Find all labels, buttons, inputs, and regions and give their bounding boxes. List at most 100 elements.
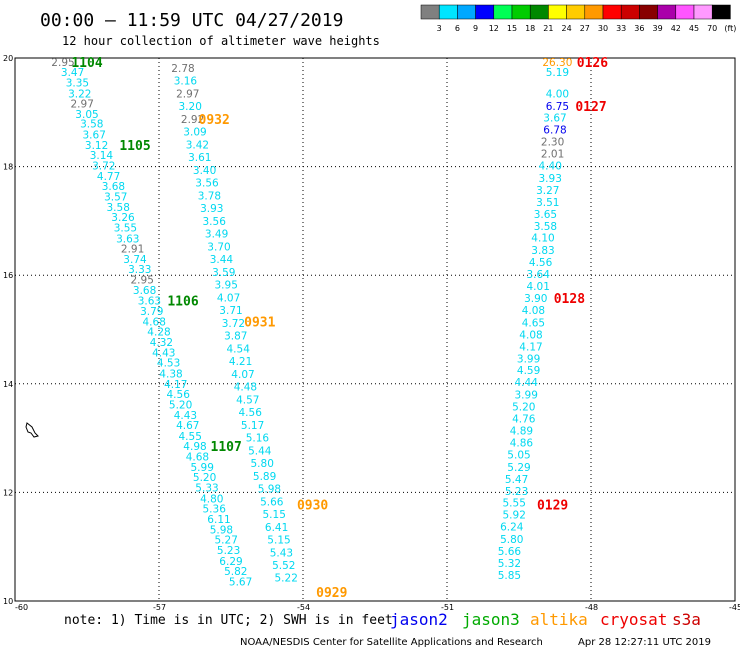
swh-value-label: 5.19 bbox=[546, 67, 569, 79]
swh-value-label: 4.59 bbox=[517, 365, 540, 377]
swh-value-label: 4.65 bbox=[522, 317, 545, 329]
swh-value-label: 4.32 bbox=[150, 337, 173, 349]
swh-value-label: 5.20 bbox=[512, 402, 535, 414]
swh-value-label: 3.49 bbox=[205, 228, 228, 240]
pass-label: 0932 bbox=[199, 113, 230, 128]
colorbar-label: 27 bbox=[580, 24, 590, 33]
swh-value-label: 3.55 bbox=[114, 222, 137, 234]
swh-value-label: 3.35 bbox=[66, 77, 89, 89]
y-tick-label: 16 bbox=[3, 271, 13, 280]
y-tick-label: 14 bbox=[3, 380, 13, 389]
x-tick-label: -57 bbox=[153, 603, 166, 612]
swh-value-label: 6.78 bbox=[543, 125, 566, 137]
colorbar-label: 70 bbox=[707, 24, 717, 33]
colorbar-swatch bbox=[620, 4, 640, 20]
swh-value-label: 3.63 bbox=[116, 233, 139, 245]
pass-label: 0127 bbox=[575, 100, 606, 115]
swh-value-label: 4.56 bbox=[239, 407, 263, 419]
pass-label: 1107 bbox=[211, 440, 242, 455]
swh-value-label: 4.48 bbox=[234, 382, 257, 394]
colorbar-label: 9 bbox=[473, 24, 478, 33]
swh-value-label: 5.43 bbox=[270, 548, 293, 560]
swh-value-label: 3.05 bbox=[75, 109, 98, 121]
satellite-jason2: jason2 bbox=[390, 610, 448, 629]
colorbar-swatch bbox=[548, 4, 567, 20]
colorbar-swatch bbox=[693, 4, 713, 20]
colorbar-swatch bbox=[529, 4, 549, 20]
colorbar-swatch bbox=[420, 4, 440, 20]
x-tick-label: -45 bbox=[729, 603, 740, 612]
swh-value-label: 6.41 bbox=[265, 522, 288, 534]
swh-value-label: 3.65 bbox=[534, 209, 557, 221]
satellite-jason3: jason3 bbox=[462, 610, 520, 629]
swh-value-label: 5.98 bbox=[210, 524, 233, 536]
swh-value-label: 3.67 bbox=[543, 113, 566, 125]
colorbar-swatch bbox=[675, 4, 695, 20]
colorbar-label: 33 bbox=[616, 24, 626, 33]
swh-value-label: 5.80 bbox=[251, 458, 274, 470]
swh-value-label: 6.29 bbox=[219, 556, 242, 568]
x-tick-label: -51 bbox=[441, 603, 454, 612]
colorbar-swatch bbox=[602, 4, 622, 20]
footer-timestamp: Apr 28 12:27:11 UTC 2019 bbox=[578, 637, 711, 648]
swh-value-label: 6.75 bbox=[546, 101, 569, 113]
swh-value-label: 4.89 bbox=[510, 425, 533, 437]
swh-value-label: 4.86 bbox=[510, 437, 534, 449]
swh-value-label: 3.93 bbox=[200, 203, 223, 215]
swh-value-label: 4.68 bbox=[186, 452, 209, 464]
swh-value-label: 4.54 bbox=[227, 344, 251, 356]
swh-value-label: 4.67 bbox=[176, 420, 199, 432]
swh-value-label: 3.78 bbox=[198, 190, 221, 202]
colorbar-swatch bbox=[711, 4, 731, 20]
swh-value-label: 3.59 bbox=[212, 267, 235, 279]
colorbar-label: 12 bbox=[489, 24, 499, 33]
swh-value-label: 3.74 bbox=[123, 254, 147, 266]
swh-value-label: 5.67 bbox=[229, 576, 252, 588]
swh-value-label: 3.56 bbox=[195, 177, 219, 189]
swh-value-label: 4.68 bbox=[143, 316, 166, 328]
swh-value-label: 5.15 bbox=[267, 535, 290, 547]
swh-value-label: 3.57 bbox=[104, 191, 127, 203]
satellite-s3a: s3a bbox=[672, 610, 701, 629]
colorbar-label: 3 bbox=[437, 24, 442, 33]
swh-value-label: 3.70 bbox=[207, 241, 230, 253]
swh-value-label: 2.91 bbox=[121, 244, 144, 256]
colorbar-swatch bbox=[438, 4, 458, 20]
x-tick-label: -54 bbox=[297, 603, 310, 612]
swh-value-label: 3.26 bbox=[111, 212, 135, 224]
swh-value-label: 4.55 bbox=[179, 431, 202, 443]
y-tick-label: 20 bbox=[3, 54, 13, 63]
swh-value-label: 2.30 bbox=[541, 137, 564, 149]
swh-value-label: 6.24 bbox=[500, 522, 524, 534]
swh-value-label: 3.93 bbox=[539, 173, 562, 185]
colorbar-label: 21 bbox=[543, 24, 553, 33]
pass-labels: 1104 1105 1106 1107 0932 0931 0930 0929 0126 0127… bbox=[71, 56, 608, 601]
swh-value-label: 5.47 bbox=[505, 474, 528, 486]
colorbar-label: 18 bbox=[525, 24, 535, 33]
swh-value-label: 5.20 bbox=[193, 472, 216, 484]
swh-value-label: 4.53 bbox=[157, 358, 180, 370]
swh-value-label: 3.16 bbox=[174, 75, 198, 87]
swh-value-label: 3.67 bbox=[83, 130, 106, 142]
swh-value-label: 3.58 bbox=[534, 221, 557, 233]
swh-value-label: 5.23 bbox=[217, 545, 240, 557]
swh-value-label: 3.90 bbox=[524, 293, 547, 305]
swh-value-label: 5.85 bbox=[498, 570, 521, 582]
swh-value-label: 5.32 bbox=[498, 558, 521, 570]
swh-value-label: 5.17 bbox=[241, 420, 264, 432]
colorbar-swatch bbox=[493, 4, 513, 20]
colorbar-swatch bbox=[457, 4, 476, 20]
swh-value-label: 4.17 bbox=[164, 379, 187, 391]
swh-value-label: 5.92 bbox=[503, 510, 526, 522]
swh-value-label: 2.92 bbox=[181, 114, 204, 126]
swh-value-label: 2.01 bbox=[541, 149, 564, 161]
swh-value-label: 4.17 bbox=[519, 341, 542, 353]
swh-value-label: 5.23 bbox=[505, 486, 528, 498]
swh-value-label: 4.77 bbox=[97, 171, 120, 183]
swh-value-label: 3.47 bbox=[61, 67, 84, 79]
x-tick-label: -60 bbox=[15, 603, 28, 612]
swh-values: 2.953.473.353.222.973.053.583.673.123.14… bbox=[51, 57, 572, 589]
swh-value-label: 3.40 bbox=[193, 165, 216, 177]
x-tick-label: -48 bbox=[585, 603, 598, 612]
swh-value-label: 5.22 bbox=[275, 573, 298, 585]
